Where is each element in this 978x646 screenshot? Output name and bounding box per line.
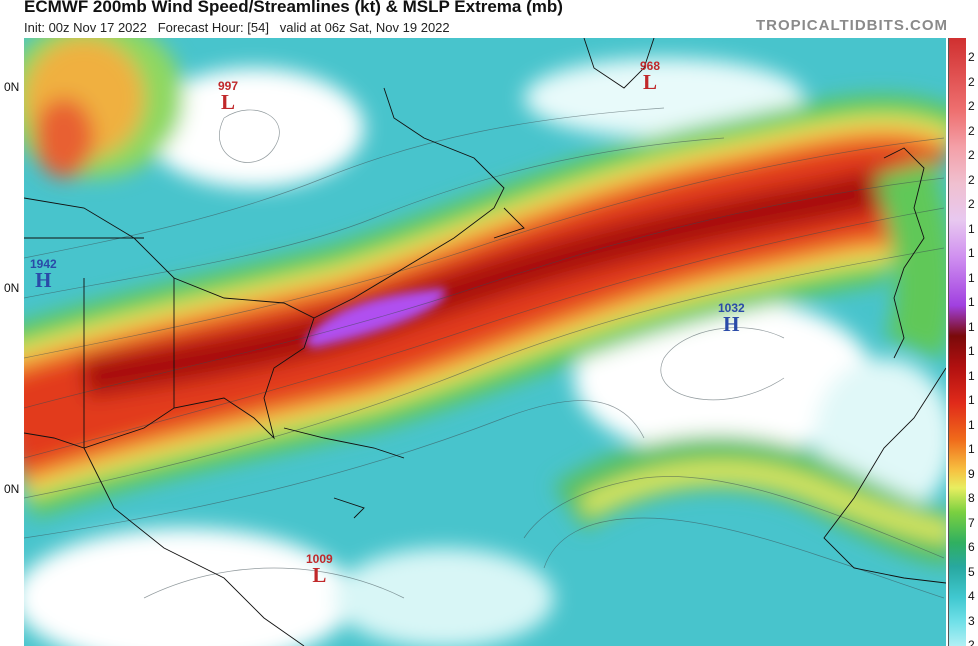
colorbar-label: 1 xyxy=(968,295,975,309)
colorbar-label: 7 xyxy=(968,515,975,530)
pressure-symbol: H xyxy=(723,312,740,336)
pressure-symbol: L xyxy=(312,563,327,587)
colorbar-label: 1 xyxy=(968,368,975,383)
colorbar-label: 2 xyxy=(968,148,975,162)
pressure-value: 1009 xyxy=(306,552,333,566)
colorbar-label: 1 xyxy=(968,246,975,260)
colorbar-label: 2 xyxy=(968,638,975,646)
colorbar-label: 1 xyxy=(968,344,975,358)
latitude-label: 0N xyxy=(4,80,20,94)
pressure-center: 1009 L xyxy=(306,553,333,586)
colorbar-label: 1 xyxy=(968,319,975,334)
pressure-center: 1032 H xyxy=(718,302,745,335)
pressure-symbol: L xyxy=(221,90,236,114)
colorbar-label: 1 xyxy=(968,270,975,285)
pressure-center: 997 L xyxy=(218,80,238,113)
colorbar-label: 1 xyxy=(968,442,975,456)
pressure-value: 997 xyxy=(218,79,239,93)
pressure-center: 1942 H xyxy=(30,258,57,291)
pressure-value: 1942 xyxy=(30,257,57,271)
site-name[interactable]: TROPICALTIDBITS.COM xyxy=(755,17,948,34)
colorbar-label: 2 xyxy=(968,74,975,89)
colorbar-label: 1 xyxy=(968,393,975,407)
wind-map xyxy=(24,38,946,646)
coastlines xyxy=(24,38,946,646)
wind-field xyxy=(24,38,946,646)
colorbar-label: 5 xyxy=(968,564,975,579)
colorbar-label: 2 xyxy=(968,99,975,113)
pressure-symbol: H xyxy=(35,268,52,292)
colorbar-label: 2 xyxy=(968,50,975,64)
colorbar-label: 2 xyxy=(968,123,975,138)
colorbar-label: 2 xyxy=(968,197,975,211)
pressure-value: 968 xyxy=(640,59,661,73)
wind-maximum xyxy=(304,288,446,348)
colorbar-label: 4 xyxy=(968,589,975,603)
colorbar-label: 9 xyxy=(968,466,975,481)
colorbar-label: 6 xyxy=(968,540,975,554)
colorbar-label: 1 xyxy=(968,221,975,236)
colorbar-label: 3 xyxy=(968,613,975,628)
subtitle: Init: 00z Nov 17 2022 Forecast Hour: [54… xyxy=(24,20,450,35)
colorbar-label: 1 xyxy=(968,417,975,432)
pressure-symbol: L xyxy=(643,70,658,94)
title: ECMWF 200mb Wind Speed/Streamlines (kt) … xyxy=(24,0,563,16)
pressure-center: 968 L xyxy=(640,60,660,93)
colorbar-label: 8 xyxy=(968,491,975,505)
pressure-value: 1032 xyxy=(718,301,745,315)
latitude-label: 0N xyxy=(4,482,20,496)
colorbar-label: 2 xyxy=(968,172,975,187)
streamlines xyxy=(24,107,945,599)
colorbar xyxy=(948,38,966,646)
latitude-label: 0N xyxy=(4,281,20,295)
